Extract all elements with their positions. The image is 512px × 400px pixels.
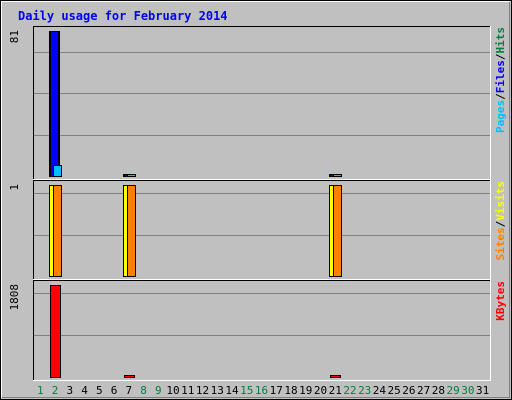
panel-kbytes: 1808 KBytes (8, 280, 507, 381)
x-tick-label: 30 (461, 384, 474, 397)
x-tick-label: 31 (476, 384, 489, 397)
y-max-label: 81 (8, 30, 21, 43)
bar-kbytes-day-7 (124, 375, 135, 378)
x-tick-label: 2 (52, 384, 59, 397)
panel-visits-sites: 1 Sites/Visits (8, 180, 507, 280)
x-tick-label: 5 (96, 384, 103, 397)
panel-legend: KBytes (494, 281, 507, 321)
panel-legend: Pages/Files/Hits (494, 27, 507, 133)
bar-sites-day-7 (127, 185, 136, 277)
panel-legend: Sites/Visits (494, 181, 507, 261)
x-tick-label: 7 (126, 384, 133, 397)
bar-pages-day-21 (333, 174, 342, 177)
bar-sites-day-21 (333, 185, 342, 277)
x-tick-label: 25 (388, 384, 401, 397)
x-tick-label: 10 (166, 384, 179, 397)
panel-area (33, 180, 490, 279)
x-tick-label: 15 (240, 384, 253, 397)
x-tick-label: 13 (211, 384, 224, 397)
legend-separator: / (494, 220, 507, 227)
x-tick-label: 29 (447, 384, 460, 397)
bar-pages-day-7 (127, 174, 136, 177)
legend-separator: / (494, 93, 507, 100)
legend-hits: Hits (494, 27, 507, 54)
legend-files: Files (494, 60, 507, 93)
x-tick-label: 6 (111, 384, 118, 397)
x-tick-label: 28 (432, 384, 445, 397)
y-max-label: 1 (8, 184, 21, 191)
chart-title: Daily usage for February 2014 (18, 9, 228, 23)
panel-area (33, 26, 490, 179)
bar-sites-day-2 (53, 185, 62, 277)
x-axis-day-labels: 1 2 3 4 5 6 7 8 9 10 11 12 13 14 15 16 17 18 19 20 21 22 23 24 2… (37, 384, 489, 397)
x-tick-label: 1 (37, 384, 44, 397)
x-tick-label: 4 (81, 384, 88, 397)
panel-area (33, 280, 490, 380)
bar-pages-day-2 (53, 165, 62, 177)
x-tick-label: 3 (67, 384, 74, 397)
x-tick-label: 16 (255, 384, 268, 397)
legend-sites: Sites (494, 227, 507, 260)
x-tick-label: 14 (225, 384, 239, 397)
x-tick-label: 9 (155, 384, 162, 397)
x-tick-label: 21 (329, 384, 342, 397)
x-tick-label: 22 (343, 384, 356, 397)
x-tick-label: 8 (140, 384, 147, 397)
x-tick-label: 26 (402, 384, 415, 397)
x-tick-label: 18 (284, 384, 297, 397)
legend-separator: / (494, 53, 507, 60)
bar-kbytes-day-21 (330, 375, 341, 378)
x-tick-label: 11 (181, 384, 194, 397)
x-tick-label: 23 (358, 384, 371, 397)
legend-pages: Pages (494, 100, 507, 133)
y-max-label: 1808 (8, 284, 21, 311)
x-tick-label: 24 (373, 384, 387, 397)
x-tick-label: 27 (417, 384, 430, 397)
x-tick-label: 17 (270, 384, 283, 397)
x-tick-label: 19 (299, 384, 312, 397)
x-tick-label: 12 (196, 384, 209, 397)
legend-visits: Visits (494, 181, 507, 221)
bar-files-day-2 (50, 31, 59, 177)
bar-kbytes-day-2 (50, 285, 61, 378)
x-tick-label: 20 (314, 384, 327, 397)
legend-kbytes: KBytes (494, 281, 507, 321)
